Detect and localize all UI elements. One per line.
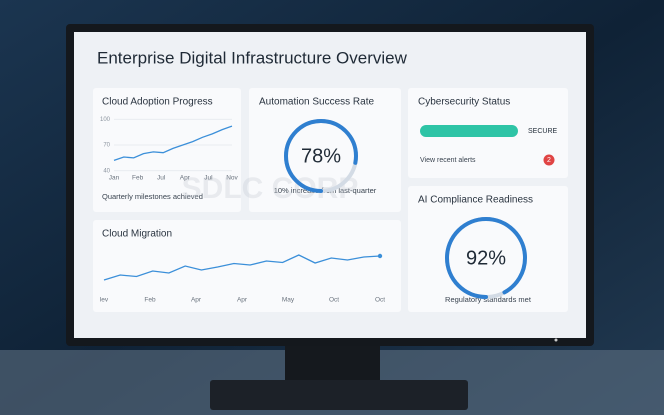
x-tick-label: Feb (132, 175, 144, 182)
x-tick-label: Oct (375, 297, 385, 304)
x-tick-label: Apr (191, 297, 202, 304)
gauge-label: 78% (301, 145, 341, 167)
panel-title: Automation Success Rate (259, 97, 374, 108)
monitor-base (210, 380, 468, 410)
monitor-neck (285, 338, 380, 388)
panel-title: Cloud Adoption Progress (102, 97, 213, 108)
panel (249, 88, 401, 212)
caption: Regulatory standards met (445, 295, 532, 304)
x-tick-label: Feb (144, 297, 156, 304)
dashboard-title: Enterprise Digital Infrastructure Overvi… (97, 48, 408, 67)
panel (408, 186, 568, 312)
line (113, 125, 233, 162)
x-tick-label: Jul (157, 175, 166, 182)
x-tick-label: Nov (226, 175, 238, 182)
gauge-arc (445, 217, 527, 299)
endpoint (377, 253, 383, 259)
status: SECURE (528, 128, 558, 135)
y-tick-label: 40 (103, 168, 110, 174)
panel-title: Cybersecurity Status (418, 97, 510, 108)
panel-title: AI Compliance Readiness (418, 195, 533, 206)
x-tick-label: Jul (204, 175, 213, 182)
alert-count: 2 (547, 157, 551, 164)
caption: Quarterly milestones achieved (102, 192, 203, 201)
x-tick-label: Apr (180, 175, 191, 182)
status-bar (420, 125, 518, 137)
power-led (554, 338, 558, 342)
x-tick-label: Apr (237, 297, 248, 304)
x-tick-label: Jan (109, 175, 120, 182)
alerts-link[interactable]: View recent alerts (420, 157, 476, 164)
x-tick-label: Oct (329, 297, 339, 304)
line (103, 254, 381, 281)
panel (93, 220, 401, 312)
x-tick-label: May (282, 297, 295, 304)
gauge-arc (284, 119, 358, 193)
panel-title: Cloud Migration (102, 229, 172, 240)
alert-badge[interactable] (543, 154, 555, 166)
gauge-label: 92% (466, 247, 506, 269)
y-tick-label: 70 (103, 143, 110, 149)
y-tick-label: 100 (100, 117, 111, 123)
x-tick-label: lev (100, 297, 109, 304)
